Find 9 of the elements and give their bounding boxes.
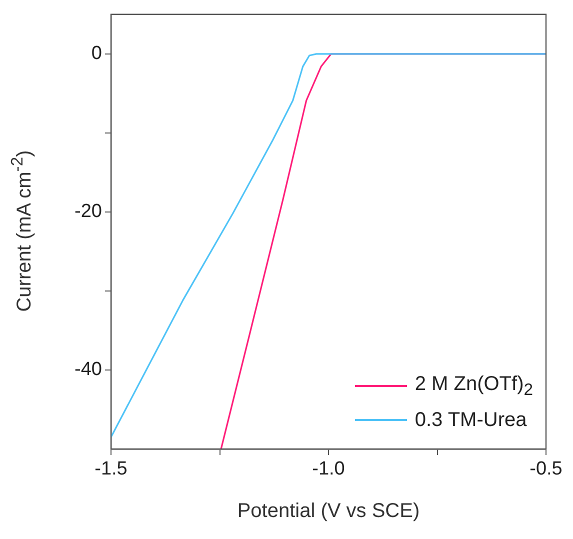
y-tick-label: -40 [74, 359, 102, 380]
x-tick-label: -1.0 [312, 458, 345, 480]
x-tick-label: -0.5 [530, 458, 562, 480]
legend-label: 2 M Zn(OTf)$_{2}$ [414, 372, 533, 400]
x-axis-title: Potential (V vs SCE) [236, 500, 421, 523]
y-tick-label: -20 [74, 201, 102, 222]
legend-label: 0.3 TM-Urea [414, 408, 527, 432]
y-tick-label: 0 [91, 43, 102, 64]
x-tick-label: -1.5 [94, 458, 128, 480]
